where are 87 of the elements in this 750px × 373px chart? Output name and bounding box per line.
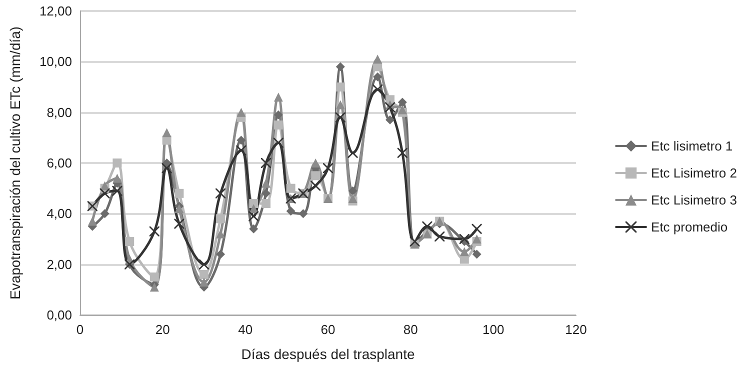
- y-tick-label: 4,00: [46, 206, 72, 222]
- x-tick-label: 20: [155, 322, 170, 337]
- point: [472, 224, 482, 234]
- point: [274, 120, 283, 130]
- legend-label: Etc promedio: [651, 220, 728, 234]
- point: [311, 171, 320, 180]
- point: [323, 163, 333, 174]
- point: [174, 188, 184, 198]
- point: [335, 112, 346, 122]
- x-tick-label: 0: [76, 322, 84, 337]
- x-tick-label: 80: [403, 322, 418, 337]
- y-tick-label: 12,00: [39, 4, 72, 18]
- point: [373, 54, 382, 64]
- point: [310, 180, 321, 191]
- x-tick-label: 120: [565, 322, 587, 337]
- y-tick-label: 6,00: [46, 156, 72, 170]
- point: [472, 250, 482, 259]
- point: [100, 181, 110, 190]
- point: [249, 224, 258, 234]
- point: [174, 204, 184, 214]
- point: [236, 136, 246, 145]
- point: [112, 186, 122, 196]
- y-tick-label: 2,00: [46, 256, 72, 272]
- y-tick-label: 10,00: [39, 54, 72, 70]
- point: [249, 199, 258, 208]
- point: [174, 218, 184, 229]
- x-axis-title: Días después del trasplante: [241, 346, 415, 362]
- point: [373, 72, 382, 82]
- point: [286, 184, 296, 193]
- point: [88, 216, 97, 226]
- point: [286, 206, 296, 216]
- point: [216, 188, 226, 198]
- point: [336, 82, 345, 92]
- point: [125, 237, 134, 246]
- point: [112, 174, 122, 183]
- point: [236, 145, 246, 156]
- point: [216, 229, 226, 238]
- point: [472, 234, 482, 244]
- point: [410, 236, 420, 247]
- point: [261, 158, 271, 168]
- point: [112, 158, 122, 168]
- point: [398, 105, 407, 114]
- legend-label: Etc Lisimetro 3: [651, 192, 738, 208]
- point: [262, 188, 270, 198]
- y-tick-label: 8,00: [46, 104, 72, 120]
- point: [273, 138, 284, 148]
- point: [348, 186, 358, 196]
- point: [162, 128, 172, 138]
- point: [100, 209, 110, 218]
- legend-label: Etc lisimetro 1: [651, 138, 733, 154]
- point: [248, 211, 259, 222]
- point: [298, 209, 308, 218]
- y-axis-title: Evapotranspiración del cultivo ETc (mm/día): [7, 26, 23, 300]
- point: [398, 98, 407, 107]
- point: [150, 282, 159, 292]
- point: [336, 100, 345, 110]
- point: [150, 272, 159, 282]
- point: [311, 158, 320, 168]
- x-tick-label: 60: [320, 322, 336, 337]
- point: [386, 115, 394, 124]
- point: [274, 110, 283, 120]
- point: [100, 188, 110, 198]
- legend-label: Etc Lisimetro 2: [651, 166, 738, 180]
- point: [262, 178, 270, 188]
- point: [372, 84, 383, 95]
- point: [348, 148, 358, 158]
- point: [216, 214, 226, 224]
- point: [348, 194, 358, 203]
- point: [200, 278, 208, 287]
- point: [385, 102, 395, 112]
- point: [422, 221, 432, 232]
- x-tick-label: 40: [238, 322, 253, 337]
- point: [216, 250, 226, 259]
- point: [460, 247, 469, 256]
- point: [274, 92, 283, 102]
- point: [336, 62, 345, 72]
- point: [397, 148, 408, 158]
- y-tick-label: 0,00: [46, 308, 72, 322]
- point: [459, 234, 470, 244]
- point: [149, 226, 160, 236]
- point: [162, 163, 172, 174]
- x-tick-label: 100: [482, 322, 504, 337]
- point: [434, 231, 445, 242]
- point: [199, 259, 209, 270]
- point: [200, 270, 208, 279]
- point: [236, 108, 246, 117]
- point: [262, 199, 270, 208]
